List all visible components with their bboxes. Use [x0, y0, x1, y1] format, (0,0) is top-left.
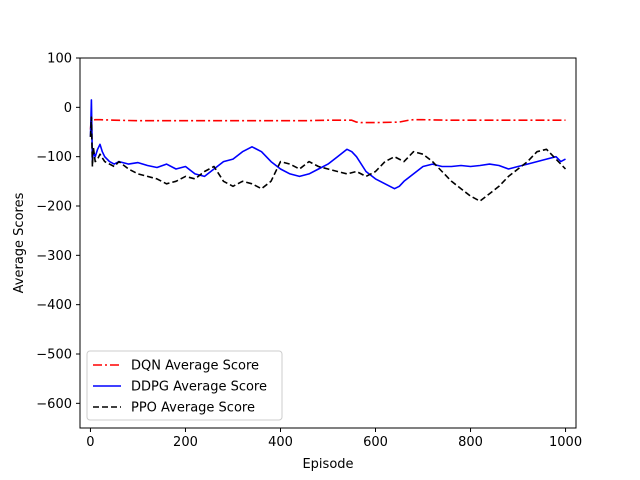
- y-tick-label: −300: [36, 249, 72, 264]
- legend-label-dqn: DQN Average Score: [131, 359, 259, 374]
- series-line-0: [89, 116, 566, 130]
- x-axis: 0 200 400 600 800 1000: [86, 428, 582, 450]
- y-tick-label: −400: [36, 298, 72, 313]
- series-line-1: [89, 99, 566, 190]
- legend-label-ddpg: DDPG Average Score: [131, 380, 267, 395]
- x-axis-label: Episode: [302, 457, 353, 472]
- x-tick-label: 800: [458, 435, 483, 450]
- legend-label-ppo: PPO Average Score: [131, 401, 255, 416]
- x-tick-label: 600: [363, 435, 388, 450]
- x-tick-label: 200: [173, 435, 198, 450]
- y-tick-label: −500: [36, 348, 72, 363]
- x-tick-label: 0: [86, 435, 94, 450]
- x-tick-label: 1000: [549, 435, 582, 450]
- series-layer: [89, 99, 567, 202]
- x-tick-label: 400: [268, 435, 293, 450]
- y-tick-label: 0: [64, 101, 72, 116]
- y-axis: 100 0 −100 −200 −300 −400 −500 −600: [36, 52, 80, 412]
- y-tick-label: −100: [36, 150, 72, 165]
- y-axis-label: Average Scores: [12, 192, 27, 293]
- y-tick-label: 100: [47, 52, 72, 67]
- series-line-2: [89, 116, 567, 202]
- y-tick-label: −600: [36, 397, 72, 412]
- y-tick-label: −200: [36, 200, 72, 215]
- plot-frame: [79, 57, 577, 429]
- legend-box: [86, 350, 283, 421]
- legend: DQN Average Score DDPG Average Score PPO…: [86, 350, 283, 421]
